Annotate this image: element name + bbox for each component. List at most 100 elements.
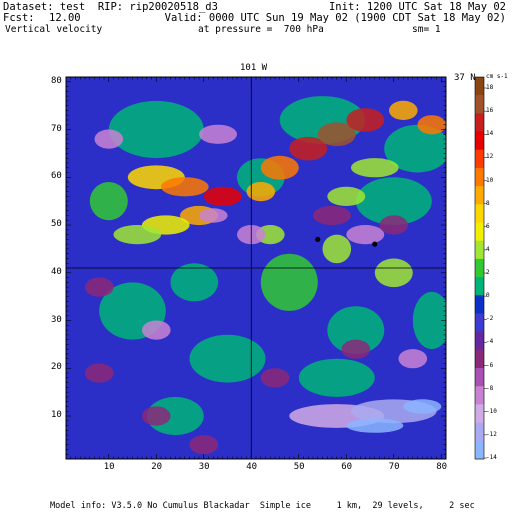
y-tick-label: 40 bbox=[51, 266, 62, 277]
colorbar-frame bbox=[474, 76, 485, 460]
field-cell bbox=[85, 363, 114, 383]
field-cell bbox=[260, 253, 318, 311]
pressure-line: at pressure = 700 hPa bbox=[198, 24, 324, 35]
colorbar-swatch bbox=[475, 277, 484, 296]
longitude-line-label: 101 W bbox=[240, 63, 268, 73]
colorbar-tick-label: 16 bbox=[486, 107, 494, 115]
field-cell bbox=[108, 100, 204, 159]
colorbar-swatch bbox=[475, 113, 484, 133]
field-cell bbox=[289, 136, 328, 161]
field-cell bbox=[389, 100, 418, 120]
colorbar-tick-label: -12 bbox=[486, 430, 497, 438]
colorbar-swatch bbox=[475, 295, 484, 314]
field-cell bbox=[161, 177, 209, 197]
colorbar-tick-label: -2 bbox=[486, 315, 494, 323]
field-cell bbox=[146, 396, 204, 436]
y-tick-label: 30 bbox=[51, 314, 62, 325]
field-cell bbox=[142, 320, 171, 340]
field-cell bbox=[327, 306, 385, 354]
colorbar-swatch bbox=[475, 222, 484, 242]
colorbar-tick-label: -4 bbox=[486, 338, 494, 346]
latitude-line-label: 37 N bbox=[454, 73, 476, 83]
field-cell bbox=[142, 406, 171, 426]
colorbar-tick-label: 8 bbox=[486, 199, 490, 207]
colorbar-swatch bbox=[475, 240, 484, 260]
field-cell bbox=[346, 108, 385, 132]
field-cell bbox=[346, 418, 404, 433]
x-tick-label: 40 bbox=[246, 462, 258, 472]
field-cell bbox=[327, 186, 366, 206]
colorbar-swatch bbox=[475, 258, 484, 278]
x-tick-label: 80 bbox=[436, 462, 448, 472]
y-tick-label: 10 bbox=[51, 410, 62, 421]
colorbar-tick-label: 10 bbox=[486, 176, 494, 184]
colorbar-tick-label: -6 bbox=[486, 361, 494, 369]
colorbar-tick-label: 6 bbox=[486, 222, 490, 230]
field-cell bbox=[355, 177, 432, 226]
colorbar-swatch bbox=[475, 186, 484, 205]
y-tick-label: 60 bbox=[51, 171, 62, 182]
field-cell bbox=[374, 258, 413, 288]
colorbar-swatch bbox=[475, 422, 484, 442]
smoothing-label: sm= 1 bbox=[412, 24, 441, 35]
field-cell bbox=[246, 182, 276, 202]
location-marker bbox=[372, 241, 378, 247]
field-cell bbox=[351, 158, 399, 178]
colorbar-tick-label: 14 bbox=[486, 130, 494, 138]
colorbar-tick-label: 4 bbox=[486, 245, 490, 253]
location-marker bbox=[315, 236, 321, 242]
field-cell bbox=[94, 129, 124, 149]
colorbar-swatch bbox=[475, 368, 484, 387]
y-tick-label: 80 bbox=[51, 75, 62, 86]
field-cell bbox=[189, 435, 219, 455]
colorbar-swatch bbox=[475, 404, 484, 424]
colorbar-swatch bbox=[475, 349, 484, 369]
field-cell bbox=[85, 277, 114, 297]
fcst-label: Fcst: bbox=[3, 12, 35, 24]
field-cell bbox=[199, 124, 237, 144]
x-tick-label: 60 bbox=[341, 462, 353, 472]
colorbar-tick-label: 2 bbox=[486, 269, 490, 276]
field-name: Vertical velocity bbox=[5, 24, 103, 35]
colorbar-swatch bbox=[475, 131, 484, 151]
colorbar-tick-label: 12 bbox=[486, 153, 494, 161]
colorbar-swatch bbox=[475, 95, 484, 114]
colorbar bbox=[474, 76, 487, 460]
field-cell bbox=[260, 155, 299, 180]
field-cell bbox=[341, 339, 371, 359]
colorbar-swatch bbox=[475, 204, 484, 224]
field-cell bbox=[203, 186, 242, 206]
field-cell bbox=[189, 334, 266, 383]
dataset-line: Dataset: test RIP: rip20020518_d3 bbox=[3, 1, 218, 13]
init-line: Init: 1200 UTC Sat 18 May 02 bbox=[328, 1, 506, 13]
model-info: Model info: V3.5.0 No Cumulus Blackadar … bbox=[50, 501, 475, 511]
colorbar-swatch bbox=[475, 386, 484, 405]
y-tick-label: 50 bbox=[51, 219, 62, 230]
field-cell bbox=[322, 234, 352, 264]
x-tick-label: 20 bbox=[151, 462, 163, 472]
y-tick-label: 20 bbox=[51, 362, 62, 373]
colorbar-swatch bbox=[475, 149, 484, 169]
field-cell bbox=[417, 115, 446, 135]
colorbar-units: cm s-1 bbox=[486, 73, 508, 80]
plot-overlay bbox=[66, 77, 446, 459]
colorbar-swatch bbox=[475, 440, 484, 460]
field-cell bbox=[89, 182, 128, 221]
x-tick-label: 30 bbox=[198, 462, 210, 472]
field-cell bbox=[317, 122, 356, 147]
field-cell bbox=[346, 225, 385, 245]
x-tick-label: 70 bbox=[388, 462, 400, 472]
field-cell bbox=[412, 291, 446, 350]
colorbar-tick-label: 18 bbox=[486, 84, 494, 91]
colorbar-tick-label: -8 bbox=[486, 384, 494, 392]
x-tick-label: 10 bbox=[103, 462, 115, 472]
field-cell bbox=[298, 358, 375, 397]
axis-ticks bbox=[65, 76, 447, 460]
valid-line: Valid: 0000 UTC Sun 19 May 02 (1900 CDT … bbox=[164, 12, 506, 24]
field-cell bbox=[398, 349, 428, 369]
field-cell bbox=[260, 368, 290, 388]
y-tick-label: 70 bbox=[51, 123, 62, 134]
colorbar-swatch bbox=[475, 167, 484, 187]
field-cell bbox=[379, 215, 409, 235]
